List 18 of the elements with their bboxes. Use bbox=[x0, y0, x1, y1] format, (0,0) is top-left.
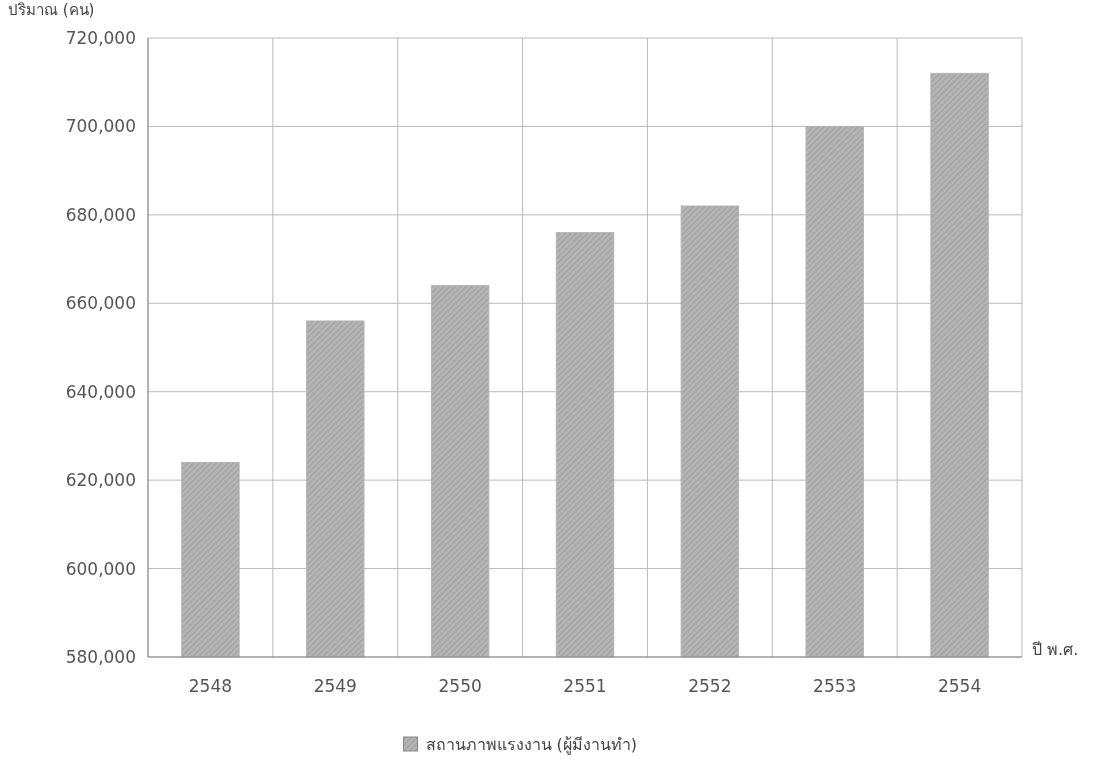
xtick: 2554 bbox=[937, 676, 982, 696]
ytick: 620,000 bbox=[65, 470, 136, 491]
ytick: 600,000 bbox=[65, 558, 136, 579]
xtick: 2549 bbox=[313, 676, 357, 696]
ytick: 660,000 bbox=[65, 293, 136, 314]
xtick: 2552 bbox=[688, 676, 732, 696]
ylabel: ปริมาณ (คน) bbox=[8, 1, 95, 19]
xtick: 2551 bbox=[563, 676, 607, 696]
xlabel: ปี พ.ศ. bbox=[1032, 640, 1079, 659]
xtick: 2548 bbox=[188, 676, 233, 696]
ytick: 700,000 bbox=[65, 116, 136, 137]
xtick: 2553 bbox=[813, 676, 857, 696]
legend-label: สถานภาพแรงงาน (ผู้มีงานทำ) bbox=[425, 735, 638, 754]
xtick: 2550 bbox=[438, 676, 482, 696]
ytick: 720,000 bbox=[65, 28, 136, 48]
ytick: 580,000 bbox=[65, 647, 136, 667]
ytick: 680,000 bbox=[65, 204, 136, 225]
ytick: 640,000 bbox=[65, 381, 136, 402]
